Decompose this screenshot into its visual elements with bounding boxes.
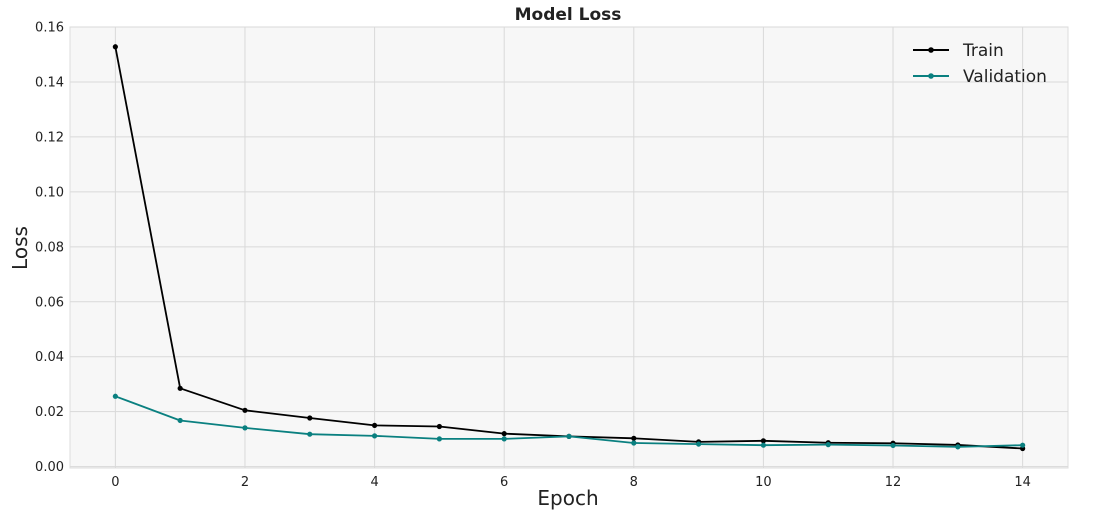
x-tick-label: 14 [1014, 475, 1031, 490]
data-point-validation [631, 440, 637, 446]
chart-title: Model Loss [515, 5, 622, 25]
data-point-train [760, 438, 767, 444]
data-point-validation [307, 431, 313, 437]
x-tick-label: 10 [755, 475, 772, 490]
data-point-validation [371, 433, 378, 439]
data-point-validation [825, 442, 831, 448]
y-tick-label: 0.16 [35, 21, 64, 36]
y-tick-label: 0.06 [35, 295, 64, 310]
y-tick-label: 0.02 [35, 405, 64, 420]
y-tick-label: 0.14 [35, 75, 64, 90]
data-point-validation [112, 393, 118, 399]
x-tick-label: 0 [111, 475, 119, 490]
data-point-train [112, 44, 118, 50]
y-tick-label: 0.00 [35, 460, 64, 475]
data-point-train [501, 431, 507, 437]
data-point-validation [955, 444, 961, 450]
tick-labels: 0 2 4 6 8 10 12 14 0.00 0.02 0.04 0.06 0.08 0.10 0.12 0… [35, 21, 1031, 491]
legend-label-validation: Validation [963, 67, 1047, 87]
legend-marker-train [928, 47, 934, 53]
data-point-validation [1020, 442, 1026, 448]
x-tick-label: 12 [885, 475, 902, 490]
x-tick-label: 6 [500, 475, 508, 490]
data-point-validation [760, 442, 767, 448]
data-point-validation [501, 436, 507, 442]
series-layer [112, 44, 1026, 452]
x-axis-label: Epoch [537, 486, 598, 510]
y-axis-label: Loss [8, 226, 32, 270]
data-point-validation [890, 442, 896, 449]
x-tick-label: 8 [630, 475, 638, 490]
data-point-train [631, 435, 637, 441]
data-point-validation [566, 433, 572, 440]
y-tick-label: 0.12 [35, 130, 64, 145]
legend-marker-validation [928, 73, 934, 79]
legend-label-train: Train [962, 41, 1004, 61]
data-point-train [371, 422, 378, 429]
x-tick-label: 4 [370, 475, 378, 490]
y-tick-label: 0.04 [35, 350, 64, 365]
data-point-train [177, 385, 183, 391]
data-point-train [436, 423, 442, 430]
data-point-validation [177, 417, 183, 424]
data-point-train [242, 407, 248, 413]
data-point-train [307, 415, 313, 421]
x-tick-label: 2 [241, 475, 249, 490]
y-tick-label: 0.10 [35, 185, 64, 200]
data-point-validation [696, 441, 702, 447]
data-point-validation [436, 436, 442, 442]
y-tick-label: 0.08 [35, 240, 64, 255]
data-point-validation [242, 425, 248, 431]
plot-background [69, 26, 1069, 469]
legend: Train Validation [913, 41, 1047, 87]
